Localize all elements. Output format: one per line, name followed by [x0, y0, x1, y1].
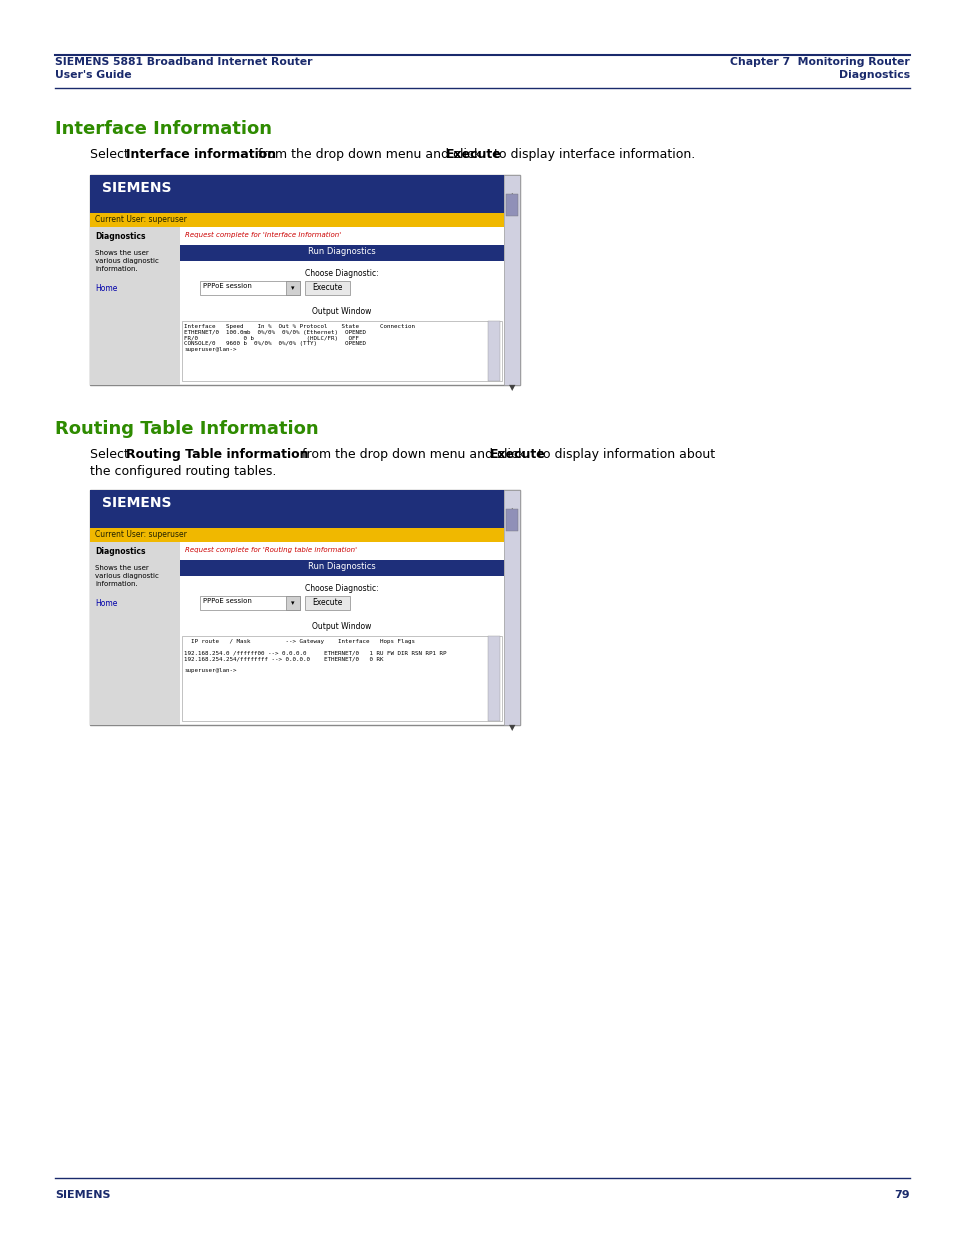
Text: Output Window: Output Window — [312, 622, 372, 631]
Text: Diagnostics: Diagnostics — [95, 547, 146, 556]
Bar — [90, 175, 503, 212]
Bar — [90, 529, 503, 542]
Text: User's Guide: User's Guide — [55, 70, 132, 80]
Text: Execute: Execute — [312, 598, 342, 606]
Bar — [180, 245, 503, 261]
Text: Home: Home — [95, 284, 117, 293]
Text: Home: Home — [95, 599, 117, 608]
Text: Request complete for 'Interface Information': Request complete for 'Interface Informat… — [185, 232, 341, 238]
Text: SIEMENS: SIEMENS — [102, 496, 172, 510]
Text: Routing Table Information: Routing Table Information — [55, 420, 318, 438]
Bar — [200, 597, 299, 610]
Bar — [503, 490, 519, 725]
Bar — [488, 321, 499, 382]
Bar — [90, 542, 180, 725]
Text: 79: 79 — [893, 1191, 909, 1200]
Text: Chapter 7  Monitoring Router: Chapter 7 Monitoring Router — [729, 57, 909, 67]
Bar — [90, 175, 519, 385]
Text: Run Diagnostics: Run Diagnostics — [308, 247, 375, 256]
Text: to display interface information.: to display interface information. — [490, 148, 695, 161]
Text: SIEMENS: SIEMENS — [102, 182, 172, 195]
Bar — [182, 636, 501, 721]
Bar — [286, 282, 299, 295]
Text: ▼: ▼ — [508, 722, 515, 732]
Text: Diagnostics: Diagnostics — [838, 70, 909, 80]
Text: Shows the user
various diagnostic
information.: Shows the user various diagnostic inform… — [95, 249, 159, 272]
Bar — [200, 282, 299, 295]
Text: Choose Diagnostic:: Choose Diagnostic: — [305, 269, 378, 278]
Text: Interface information: Interface information — [126, 148, 275, 161]
Text: ▲: ▲ — [508, 191, 515, 200]
Text: SIEMENS 5881 Broadband Internet Router: SIEMENS 5881 Broadband Internet Router — [55, 57, 313, 67]
Text: Shows the user
various diagnostic
information.: Shows the user various diagnostic inform… — [95, 564, 159, 587]
Bar — [305, 597, 350, 610]
Bar — [90, 212, 503, 227]
Text: Execute: Execute — [446, 148, 501, 161]
Text: ▼: ▼ — [508, 383, 515, 391]
Bar — [90, 490, 519, 725]
Bar — [505, 509, 517, 531]
Bar — [505, 194, 517, 216]
Text: PPPoE session: PPPoE session — [203, 283, 252, 289]
Text: SIEMENS: SIEMENS — [55, 1191, 111, 1200]
Text: Interface Information: Interface Information — [55, 120, 272, 138]
Text: Request complete for 'Routing table information': Request complete for 'Routing table info… — [185, 547, 356, 553]
Bar — [305, 282, 350, 295]
Text: ▲: ▲ — [508, 506, 515, 515]
Text: from the drop down menu and click: from the drop down menu and click — [297, 448, 529, 461]
Text: PPPoE session: PPPoE session — [203, 598, 252, 604]
Text: Select: Select — [90, 448, 132, 461]
Text: Output Window: Output Window — [312, 308, 372, 316]
Text: Interface   Speed    In %  Out % Protocol    State      Connection
ETHERNET/0  1: Interface Speed In % Out % Protocol Stat… — [184, 324, 415, 352]
Bar — [182, 321, 501, 382]
Text: Run Diagnostics: Run Diagnostics — [308, 562, 375, 571]
Text: ▾: ▾ — [291, 285, 294, 291]
Text: Select: Select — [90, 148, 132, 161]
Text: Execute: Execute — [490, 448, 545, 461]
Text: the configured routing tables.: the configured routing tables. — [90, 466, 276, 478]
Bar — [90, 227, 180, 385]
Text: Current User: superuser: Current User: superuser — [95, 215, 187, 224]
Bar — [286, 597, 299, 610]
Text: IP route   / Mask          --> Gateway    Interface   Hops Flags

192.168.254.0 : IP route / Mask --> Gateway Interface Ho… — [184, 638, 446, 673]
Text: to display information about: to display information about — [534, 448, 715, 461]
Text: Choose Diagnostic:: Choose Diagnostic: — [305, 584, 378, 593]
Text: from the drop down menu and click: from the drop down menu and click — [253, 148, 485, 161]
Bar — [488, 636, 499, 721]
Text: Execute: Execute — [312, 283, 342, 291]
Text: Routing Table information: Routing Table information — [126, 448, 308, 461]
Text: ▾: ▾ — [291, 600, 294, 606]
Text: Current User: superuser: Current User: superuser — [95, 530, 187, 538]
Bar — [180, 559, 503, 576]
Bar — [90, 490, 503, 529]
Bar — [503, 175, 519, 385]
Text: Diagnostics: Diagnostics — [95, 232, 146, 241]
